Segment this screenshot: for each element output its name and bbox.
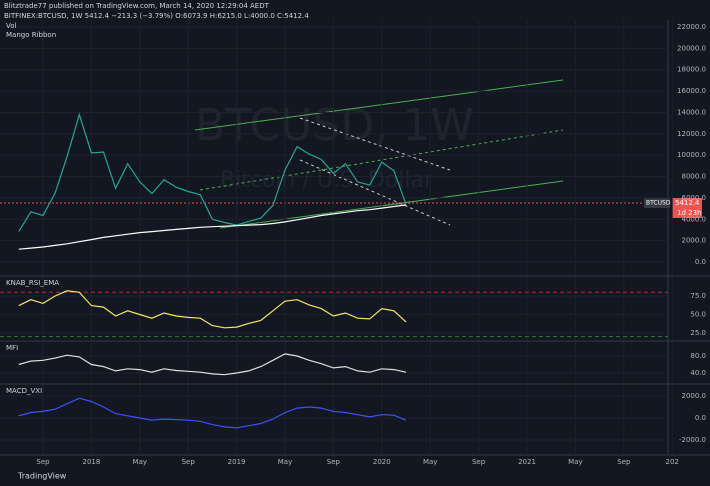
y-tick-label: 16000.0 xyxy=(677,87,706,95)
pane-legend: Vol xyxy=(6,22,17,30)
y-tick-label: 14000.0 xyxy=(677,108,706,116)
price-tag-box xyxy=(672,198,702,208)
x-tick-label: Sep xyxy=(617,458,631,466)
y-tick-label: -2000.0 xyxy=(679,436,706,444)
price-tag-price: 5412.4 xyxy=(675,199,700,207)
channel-line xyxy=(219,180,564,229)
channel-line xyxy=(199,129,564,191)
y-tick-label: 2000.0 xyxy=(682,392,707,400)
x-tick-label: Sep xyxy=(36,458,50,466)
x-tick-label: 2019 xyxy=(228,458,246,466)
price-tag-symbol: BTCUSD xyxy=(646,200,671,207)
x-tick-label: May xyxy=(278,458,292,466)
x-tick-label: May xyxy=(568,458,582,466)
y-tick-label: 18000.0 xyxy=(677,66,706,74)
x-tick-label: 202 xyxy=(666,458,679,466)
y-tick-label: 2000.0 xyxy=(682,237,707,245)
y-tick-label: 50.0 xyxy=(690,310,706,318)
symbol-line: BITFINEX:BTCUSD, 1W 5412.4 −213.3 (−3.79… xyxy=(4,12,309,20)
x-tick-label: 2018 xyxy=(82,458,100,466)
y-tick-label: 80.0 xyxy=(690,352,706,360)
footer-logo: TradingView xyxy=(17,472,67,481)
trend-line xyxy=(299,117,451,171)
series-line xyxy=(18,290,407,329)
y-tick-label: 40.0 xyxy=(690,369,706,377)
y-tick-label: 75.0 xyxy=(690,292,706,300)
channel-line xyxy=(194,79,564,131)
x-tick-label: Sep xyxy=(472,458,486,466)
pane-legend: Mango Ribbon xyxy=(6,31,56,39)
x-tick-label: May xyxy=(133,458,147,466)
pane-legend: MACD_VXI xyxy=(6,387,42,395)
series-line xyxy=(18,397,407,429)
watermark-symbol: BTCUSD, 1W xyxy=(195,100,474,151)
x-tick-label: May xyxy=(423,458,437,466)
y-tick-label: 6000.0 xyxy=(682,194,707,202)
y-tick-label: 12000.0 xyxy=(677,130,706,138)
x-tick-label: 2020 xyxy=(373,458,391,466)
watermark-name: Bitcoin / U.S. Dollar xyxy=(220,168,434,193)
series-line xyxy=(18,204,407,250)
y-tick-label: 4000.0 xyxy=(682,215,707,223)
y-tick-label: 10000.0 xyxy=(677,151,706,159)
series-line xyxy=(18,353,407,376)
price-tag-countdown: 1d 23h xyxy=(677,209,701,217)
x-tick-label: 2021 xyxy=(518,458,536,466)
price-tag-symbol-box xyxy=(644,198,670,208)
y-tick-label: 0.0 xyxy=(695,414,706,422)
pane-legend: KNAB_RSI_EMA xyxy=(6,279,59,287)
y-tick-label: 20000.0 xyxy=(677,44,706,52)
countdown-box xyxy=(672,208,702,218)
y-tick-label: 25.0 xyxy=(690,329,706,337)
y-tick-label: 8000.0 xyxy=(682,173,707,181)
x-tick-label: Sep xyxy=(327,458,341,466)
author-line: Blitztrade77 published on TradingView.co… xyxy=(4,2,270,10)
y-tick-label: 22000.0 xyxy=(677,23,706,31)
y-tick-label: 0.0 xyxy=(695,258,706,266)
series-line xyxy=(18,112,407,232)
x-tick-label: Sep xyxy=(182,458,196,466)
pane-legend: MFI xyxy=(6,344,18,352)
